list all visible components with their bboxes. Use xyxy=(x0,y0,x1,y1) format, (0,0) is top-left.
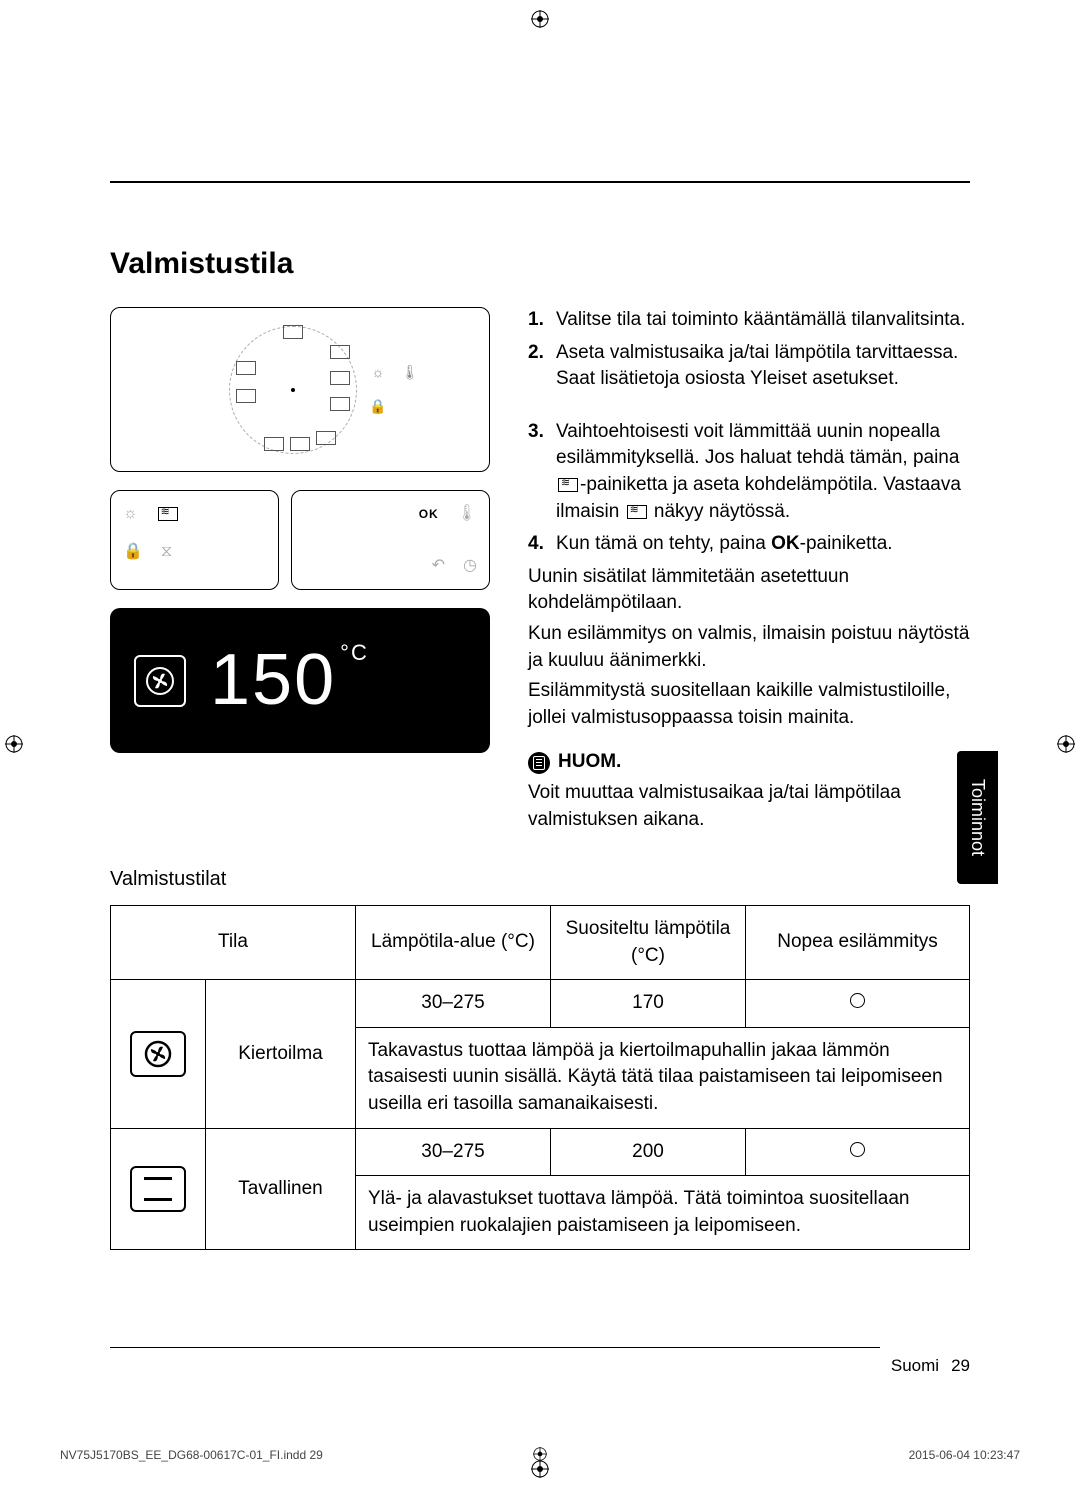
step-4: Kun tämä on tehty, paina OK-painiketta. xyxy=(528,531,970,558)
blank-icon xyxy=(399,396,421,418)
temperature-display: 150 °C xyxy=(210,630,369,731)
footer-language: Suomi xyxy=(891,1354,939,1378)
th-range: Lämpötila-alue (°C) xyxy=(356,906,551,980)
mode-recommended: 170 xyxy=(551,980,746,1028)
note-icon xyxy=(528,752,550,774)
note-body: Voit muuttaa valmistusaikaa ja/tai lämpö… xyxy=(528,780,970,833)
crop-mark-top xyxy=(531,10,549,28)
timer-icon: ⧖ xyxy=(161,541,172,563)
indd-timestamp: 2015-06-04 10:23:47 xyxy=(909,1447,1020,1464)
light-icon: ☼ xyxy=(123,503,138,525)
rapid-preheat-icon xyxy=(158,507,178,521)
step-2: Aseta valmistusaika ja/tai lämpötila tar… xyxy=(528,340,970,393)
figure-column: ☼ 🔒 🌡 ☼ 🔒 ⧖ OK 🌡 ↶ ◷ xyxy=(110,307,490,837)
step-1: Valitse tila tai toiminto kääntämällä ti… xyxy=(528,307,970,334)
indd-filename: NV75J5170BS_EE_DG68-00617C-01_FI.indd 29 xyxy=(60,1447,323,1464)
footer-page-number: 29 xyxy=(951,1354,970,1378)
oven-display-panel: 150 °C xyxy=(110,608,490,753)
conventional-mode-icon xyxy=(130,1166,186,1212)
lock-icon: 🔒 xyxy=(367,396,389,418)
mode-quick xyxy=(746,1128,970,1176)
crop-mark-right xyxy=(1057,735,1075,753)
mode-quick xyxy=(746,980,970,1028)
temp-icon: 🌡 xyxy=(399,362,421,384)
note-block: HUOM. Voit muuttaa valmistusaikaa ja/tai… xyxy=(528,749,970,833)
convection-mode-icon xyxy=(130,1031,186,1077)
dial-side-icons-2: 🌡 xyxy=(399,362,421,418)
section-title: Valmistustila xyxy=(110,243,970,285)
button-panel-left: ☼ 🔒 ⧖ xyxy=(110,490,279,590)
crop-mark-icon xyxy=(533,1447,547,1461)
mode-desc: Takavastus tuottaa lämpöä ja kiertoilmap… xyxy=(356,1027,970,1128)
steps-list-2: Vaihtoehtoisesti voit lämmittää uunin no… xyxy=(528,419,970,558)
rapid-preheat-icon xyxy=(558,478,578,492)
button-panel-right: OK 🌡 ↶ ◷ xyxy=(291,490,490,590)
text-column: Valitse tila tai toiminto kääntämällä ti… xyxy=(528,307,970,837)
th-recommended: Suositeltu lämpötila (°C) xyxy=(551,906,746,980)
th-quick: Nopea esilämmitys xyxy=(746,906,970,980)
crop-mark-left xyxy=(5,735,23,753)
fan-icon xyxy=(145,666,175,696)
mode-range: 30–275 xyxy=(356,1128,551,1176)
back-icon: ↶ xyxy=(432,555,445,577)
mode-dial xyxy=(229,326,357,454)
mode-name: Kiertoilma xyxy=(206,980,356,1128)
note-label: HUOM. xyxy=(558,749,621,776)
body-para-3: Esilämmitystä suositellaan kaikille valm… xyxy=(528,678,970,731)
rapid-preheat-icon xyxy=(627,505,647,519)
lock-icon: 🔒 xyxy=(123,541,143,563)
steps-list-1: Valitse tila tai toiminto kääntämällä ti… xyxy=(528,307,970,393)
circle-mark-icon xyxy=(850,1142,865,1157)
footer-rule xyxy=(110,1347,880,1348)
mode-name: Tavallinen xyxy=(206,1128,356,1250)
th-mode: Tila xyxy=(111,906,356,980)
mode-range: 30–275 xyxy=(356,980,551,1028)
body-para-2: Kun esilämmitys on valmis, ilmaisin pois… xyxy=(528,621,970,674)
clock-icon: ◷ xyxy=(463,555,477,577)
mode-recommended: 200 xyxy=(551,1128,746,1176)
dial-side-icons: ☼ 🔒 xyxy=(367,362,389,418)
page-content: Valmistustila xyxy=(60,30,1020,1270)
page-footer: Suomi 29 xyxy=(891,1354,970,1378)
indesign-footer: NV75J5170BS_EE_DG68-00617C-01_FI.indd 29… xyxy=(60,1447,1020,1464)
temperature-value: 150 xyxy=(210,630,336,731)
temperature-unit: °C xyxy=(340,638,369,669)
step-3: Vaihtoehtoisesti voit lämmittää uunin no… xyxy=(528,419,970,525)
ok-label: OK xyxy=(419,506,439,523)
table-row: Kiertoilma 30–275 170 xyxy=(111,980,970,1028)
top-rule xyxy=(110,181,970,183)
table-title: Valmistustilat xyxy=(110,865,970,893)
mode-icon-convection xyxy=(134,655,186,707)
circle-mark-icon xyxy=(850,993,865,1008)
temp-icon: 🌡 xyxy=(457,503,477,525)
side-tab: Toiminnot xyxy=(957,751,998,884)
mode-desc: Ylä- ja alavastukset tuottava lämpöä. Tä… xyxy=(356,1176,970,1250)
light-icon: ☼ xyxy=(367,362,389,384)
body-para-1: Uunin sisätilat lämmitetään asetettuun k… xyxy=(528,564,970,617)
modes-table: Tila Lämpötila-alue (°C) Suositeltu lämp… xyxy=(110,905,970,1250)
table-row: Tavallinen 30–275 200 xyxy=(111,1128,970,1176)
control-dial-panel: ☼ 🔒 🌡 xyxy=(110,307,490,472)
